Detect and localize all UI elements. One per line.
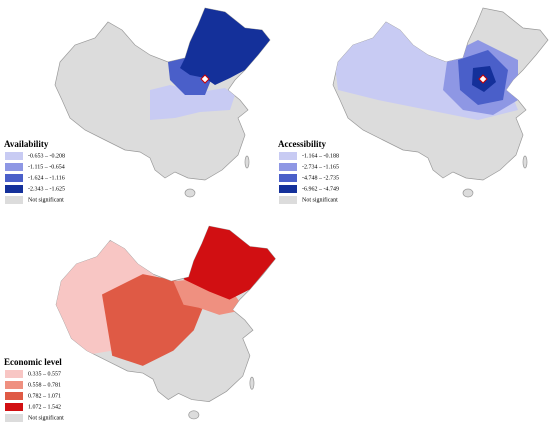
map-availability xyxy=(54,7,271,198)
legend-title: Availability xyxy=(4,139,49,149)
legend-box xyxy=(3,356,75,424)
legend-swatch xyxy=(279,174,297,182)
legend-label: 1.072 – 1.542 xyxy=(28,404,61,410)
legends: Availability -0.653 – -0.208 -1.115 – -0.6… xyxy=(3,138,349,424)
legend-label: -1.164 – -0.188 xyxy=(302,153,339,159)
legend-label: -2.734 – -1.165 xyxy=(302,164,339,170)
legend-swatch xyxy=(279,163,297,171)
legend-label: -4.748 – -2.735 xyxy=(302,175,339,181)
legend-label: 0.782 – 1.071 xyxy=(28,393,61,399)
legend-label: -6.962 – -4.749 xyxy=(302,186,339,192)
legend-swatch xyxy=(5,381,23,389)
legend-label: 0.558 – 0.781 xyxy=(28,382,61,388)
legend-swatch xyxy=(5,163,23,171)
legend-box xyxy=(277,138,349,206)
legend-swatch xyxy=(5,370,23,378)
legend-label: Not significant xyxy=(302,196,338,203)
legend-title: Economic level xyxy=(4,357,62,367)
legend-swatch xyxy=(5,174,23,182)
legend-box xyxy=(3,138,75,206)
legend-label: -1.115 – -0.654 xyxy=(28,164,65,170)
legend-swatch xyxy=(5,152,23,160)
legend-swatch xyxy=(279,152,297,160)
legend-label: 0.335 – 0.557 xyxy=(28,371,61,377)
legend-swatch xyxy=(5,414,23,422)
legend-swatch xyxy=(279,185,297,193)
legend-label: -2.343 – -1.625 xyxy=(28,186,65,192)
map-economic xyxy=(55,225,276,420)
legend-swatch xyxy=(5,185,23,193)
legend-title: Accessibility xyxy=(278,139,326,149)
legend-label: Not significant xyxy=(28,414,64,421)
legend-swatch xyxy=(5,196,23,204)
legend-label: Not significant xyxy=(28,196,64,203)
legend-swatch xyxy=(279,196,297,204)
legend-swatch xyxy=(5,403,23,411)
legend-label: -1.624 – -1.116 xyxy=(28,175,65,181)
legend-label: -0.653 – -0.208 xyxy=(28,153,65,159)
map-accessibility xyxy=(332,7,549,198)
legend-swatch xyxy=(5,392,23,400)
